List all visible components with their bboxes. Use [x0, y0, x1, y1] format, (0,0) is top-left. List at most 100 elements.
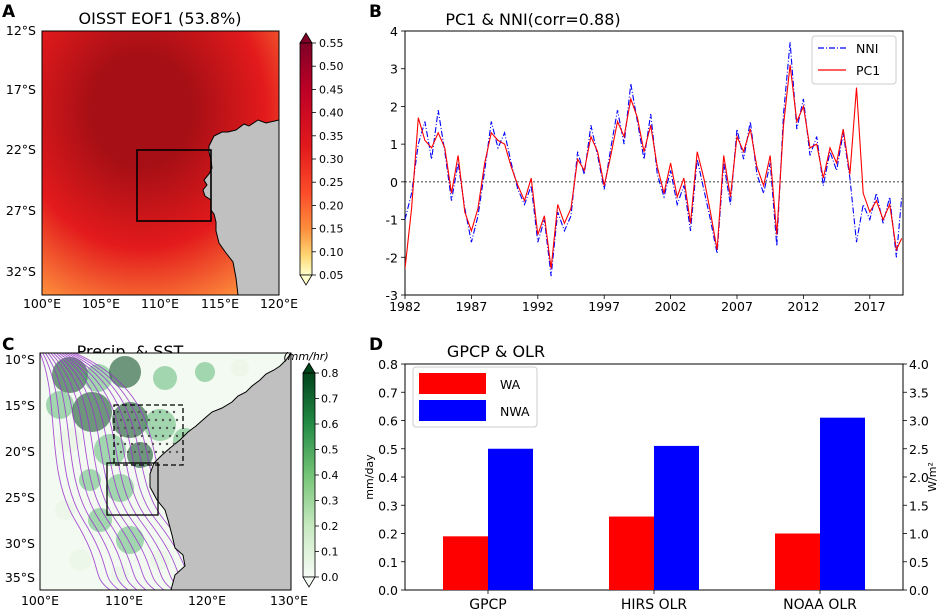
panel-a-colorbar: 0.55 0.50 0.45 0.40 0.35 0.30 0.25 0.20 0.15 0.10…	[299, 32, 344, 286]
x-tick-label: HIRS OLR	[621, 597, 688, 610]
significance-dot	[144, 426, 148, 430]
colorbar-arrow-top	[302, 362, 316, 374]
sst-contour	[47, 353, 138, 590]
legend-wa-swatch	[419, 373, 486, 394]
sst-contour	[50, 353, 147, 590]
colorbar-tick-label: 0.4	[321, 469, 339, 482]
x-tick-label: NOAA OLR	[783, 597, 857, 610]
lon-label: 100°E	[21, 593, 59, 608]
y-right-tick-label: 3.0	[909, 414, 929, 429]
colorbar-tick-label: 0.10	[319, 246, 344, 259]
significance-dot	[168, 418, 172, 422]
lat-label: 12°S	[6, 23, 36, 38]
significance-dot	[168, 434, 172, 438]
x-tick-label: 1982	[389, 299, 421, 314]
colorbar-tick-label: 0.40	[319, 107, 344, 120]
significance-dot	[172, 410, 176, 414]
nwa-box	[113, 404, 184, 466]
lon-label: 120°E	[260, 296, 298, 311]
precip-cell	[46, 391, 74, 419]
significance-dot	[140, 418, 144, 422]
y-tick-label: -1	[386, 213, 398, 228]
significance-dot	[130, 442, 134, 446]
significance-dot	[144, 442, 148, 446]
precip-cell	[55, 500, 75, 520]
lon-label: 105°E	[82, 296, 120, 311]
sst-contour	[61, 353, 183, 590]
colorbar-tick-label: 0.45	[319, 83, 344, 96]
colorbar-tick-label: 0.50	[319, 60, 344, 73]
x-tick-label: 1992	[522, 299, 554, 314]
y-tick-label: 0.0	[378, 583, 398, 598]
significance-dot	[154, 450, 158, 454]
significance-dot	[126, 450, 130, 454]
significance-dot	[165, 442, 169, 446]
x-tick-label: 2012	[787, 299, 819, 314]
panel-d-letter: D	[369, 335, 383, 355]
lat-label: 27°S	[6, 203, 36, 218]
significance-dot	[116, 442, 120, 446]
panel-c-lon-labels: 100°E 110°E 120°E 130°E	[21, 593, 308, 608]
significance-dot	[144, 410, 148, 414]
study-box	[136, 149, 212, 222]
colorbar-tick-label: 0.3	[321, 495, 339, 508]
y-axis-label-left: mm/day	[363, 454, 376, 500]
legend-box	[811, 35, 897, 85]
significance-dot	[158, 442, 162, 446]
y-right-tick-label: 4.0	[909, 357, 929, 372]
panel-b-legend: NNI PC1	[811, 35, 897, 85]
y-tick-label: 0.8	[378, 357, 398, 372]
significance-dot	[130, 410, 134, 414]
y-tick-label: 0.5	[378, 442, 398, 457]
panel-c: C Precip. & SST 10°S 15°S 20°S 25°S 30°S…	[2, 335, 339, 608]
significance-dot	[175, 450, 179, 454]
significance-dot	[154, 418, 158, 422]
bar-wa	[609, 516, 654, 590]
lat-label: 32°S	[6, 264, 36, 279]
x-tick-label: 2017	[854, 299, 886, 314]
lat-label: 10°S	[5, 352, 35, 367]
panel-c-frame	[39, 352, 292, 591]
significance-dot	[161, 434, 165, 438]
significance-dot	[137, 410, 141, 414]
x-tick-label: GPCP	[469, 597, 507, 610]
bar-nwa	[654, 445, 699, 590]
panel-a-lat-labels: 12°S 17°S 22°S 27°S 32°S	[6, 23, 36, 279]
significance-dot	[130, 426, 134, 430]
legend-nwa-label: NWA	[500, 404, 530, 419]
significance-dot	[119, 450, 123, 454]
lat-label: 30°S	[5, 536, 35, 551]
precip-cell	[150, 550, 170, 570]
x-tick-label: 1987	[455, 299, 487, 314]
significance-dot	[133, 434, 137, 438]
significance-dot	[137, 442, 141, 446]
significance-dot	[175, 434, 179, 438]
colorbar-tick-label: 0.5	[321, 444, 339, 457]
colorbar-tick-label: 0.7	[321, 393, 339, 406]
bar-nwa	[488, 448, 533, 590]
panel-a-frame	[41, 30, 280, 296]
y-tick-label: 0.6	[378, 414, 398, 429]
lon-label: 120°E	[188, 593, 226, 608]
significance-dot	[137, 426, 141, 430]
y-right-tick-label: 0.0	[909, 583, 929, 598]
panel-a: A OISST EOF1 (53.8%) 12°S 17°S 22°S 27°S…	[2, 2, 344, 311]
colorbar-tick-label: 0.05	[319, 269, 344, 282]
colorbar-tick-label: 0.2	[321, 520, 339, 533]
panel-a-lon-labels: 100°E 105°E 110°E 115°E 120°E	[23, 296, 298, 311]
y-right-tick-label: 3.5	[909, 385, 929, 400]
significance-dot	[140, 450, 144, 454]
wa-box	[106, 462, 159, 516]
sst-contour	[55, 353, 165, 590]
bar-wa	[443, 536, 488, 590]
y-tick-label: 0.7	[378, 385, 398, 400]
significance-dot	[133, 450, 137, 454]
colorbar-arrow-top	[299, 32, 313, 44]
bar-wa	[775, 533, 820, 590]
lat-label: 25°S	[5, 490, 35, 505]
land-australia	[202, 119, 279, 295]
significance-dot	[158, 410, 162, 414]
panel-d: D GPCP & OLR 0.0 0.1 0.2 0.3 0.4 0.5 0.6 0.7 0.8…	[363, 335, 939, 610]
bar-nwa	[820, 417, 865, 590]
colorbar-tick-label: 0.15	[319, 223, 344, 236]
